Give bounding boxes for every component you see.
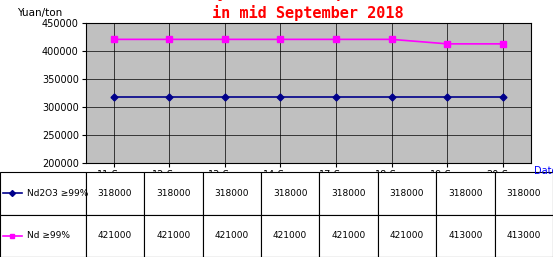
FancyBboxPatch shape: [261, 172, 320, 215]
Text: 421000: 421000: [331, 231, 366, 240]
Title: Neodymium series price trend
in mid September 2018: Neodymium series price trend in mid Sept…: [180, 0, 436, 21]
FancyBboxPatch shape: [320, 215, 378, 257]
FancyBboxPatch shape: [494, 172, 553, 215]
Text: 413000: 413000: [448, 231, 483, 240]
Text: 421000: 421000: [390, 231, 424, 240]
FancyBboxPatch shape: [320, 172, 378, 215]
Text: 318000: 318000: [98, 189, 132, 198]
FancyBboxPatch shape: [436, 215, 494, 257]
Text: Nd2O3 ≥99%: Nd2O3 ≥99%: [27, 189, 88, 198]
FancyBboxPatch shape: [378, 215, 436, 257]
FancyBboxPatch shape: [261, 215, 320, 257]
Text: 318000: 318000: [156, 189, 191, 198]
FancyBboxPatch shape: [0, 172, 86, 215]
Text: 318000: 318000: [390, 189, 424, 198]
Text: 318000: 318000: [507, 189, 541, 198]
Text: 413000: 413000: [507, 231, 541, 240]
Text: 318000: 318000: [448, 189, 483, 198]
Text: 421000: 421000: [156, 231, 190, 240]
FancyBboxPatch shape: [86, 172, 144, 215]
FancyBboxPatch shape: [436, 172, 494, 215]
Text: 421000: 421000: [215, 231, 249, 240]
FancyBboxPatch shape: [494, 215, 553, 257]
Text: 421000: 421000: [98, 231, 132, 240]
FancyBboxPatch shape: [0, 215, 86, 257]
FancyBboxPatch shape: [144, 215, 202, 257]
FancyBboxPatch shape: [202, 215, 261, 257]
FancyBboxPatch shape: [378, 172, 436, 215]
Text: 421000: 421000: [273, 231, 307, 240]
Text: 318000: 318000: [273, 189, 307, 198]
Text: 318000: 318000: [215, 189, 249, 198]
FancyBboxPatch shape: [202, 172, 261, 215]
Text: Date: Date: [534, 166, 553, 176]
Text: Yuan/ton: Yuan/ton: [17, 7, 62, 17]
Text: Nd ≥99%: Nd ≥99%: [27, 231, 70, 240]
Text: 318000: 318000: [331, 189, 366, 198]
FancyBboxPatch shape: [86, 215, 144, 257]
FancyBboxPatch shape: [144, 172, 202, 215]
